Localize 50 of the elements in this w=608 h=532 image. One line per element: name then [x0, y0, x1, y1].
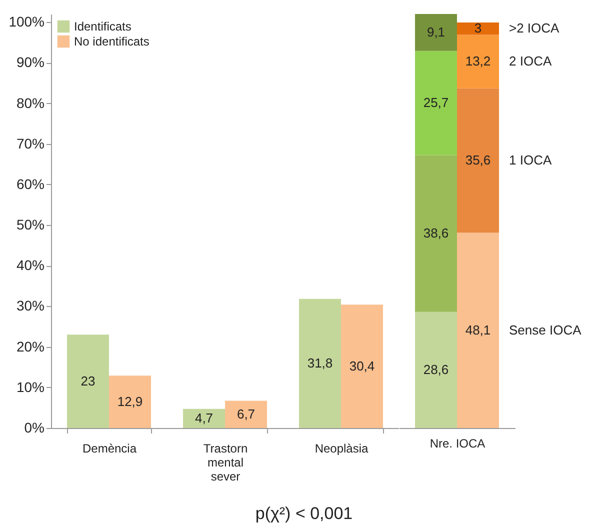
x-axis-title: Nre. IOCA: [430, 436, 486, 450]
data-label: 48,1: [465, 322, 491, 338]
x-tick-label: Demència: [82, 442, 137, 456]
legend-label: No identificats: [74, 34, 150, 48]
bar: [225, 400, 267, 428]
bar: [415, 312, 457, 428]
legend-label: Identificats: [74, 20, 132, 34]
y-tick-label: 100%: [8, 14, 44, 30]
bar: [109, 376, 151, 428]
y-tick-label: 90%: [16, 54, 44, 70]
data-label: 25,7: [423, 95, 449, 110]
data-label: 30,4: [349, 358, 375, 374]
bar: [457, 34, 499, 88]
y-tick-label: 70%: [16, 135, 44, 152]
y-tick-label: 10%: [16, 378, 44, 395]
bar: [457, 22, 499, 35]
bar: [299, 298, 341, 428]
bar: [457, 88, 499, 233]
text: p(χ²) < 0,001: [254, 504, 354, 524]
x-tick-label: Trastorn mental sever: [203, 442, 248, 484]
data-label: 38,6: [423, 226, 449, 241]
data-label: 3: [474, 20, 482, 36]
bar: [415, 50, 457, 156]
bar: [415, 14, 457, 51]
bar: [67, 334, 109, 428]
data-label: 6,7: [236, 406, 256, 422]
y-tick-label: 30%: [16, 298, 44, 314]
data-label: 13,2: [465, 53, 491, 68]
y-tick-label: 0%: [24, 420, 44, 436]
data-label: 4,7: [194, 410, 214, 426]
y-tick-label: 40%: [16, 257, 44, 274]
series-label: Sense IOCA: [509, 322, 582, 338]
data-label: 28,6: [423, 362, 449, 377]
y-tick-label: 80%: [16, 94, 44, 111]
y-tick-label: 50%: [16, 216, 44, 233]
bar: [457, 232, 499, 428]
bar: [341, 304, 383, 428]
series-label: >2 IOCA: [509, 20, 560, 36]
data-label: 12,9: [117, 394, 143, 409]
series-label: 1 IOCA: [509, 152, 552, 168]
data-label: 23: [80, 373, 96, 388]
x-tick-label: Neoplàsia: [314, 442, 369, 456]
y-tick-label: 60%: [16, 176, 44, 192]
bar: [415, 155, 457, 312]
y-tick-label: 20%: [16, 338, 44, 354]
series-label: 2 IOCA: [509, 53, 552, 68]
data-label: 9,1: [426, 24, 446, 40]
data-label: 35,6: [465, 152, 491, 168]
data-label: 31,8: [307, 355, 333, 370]
bar: [183, 408, 225, 428]
